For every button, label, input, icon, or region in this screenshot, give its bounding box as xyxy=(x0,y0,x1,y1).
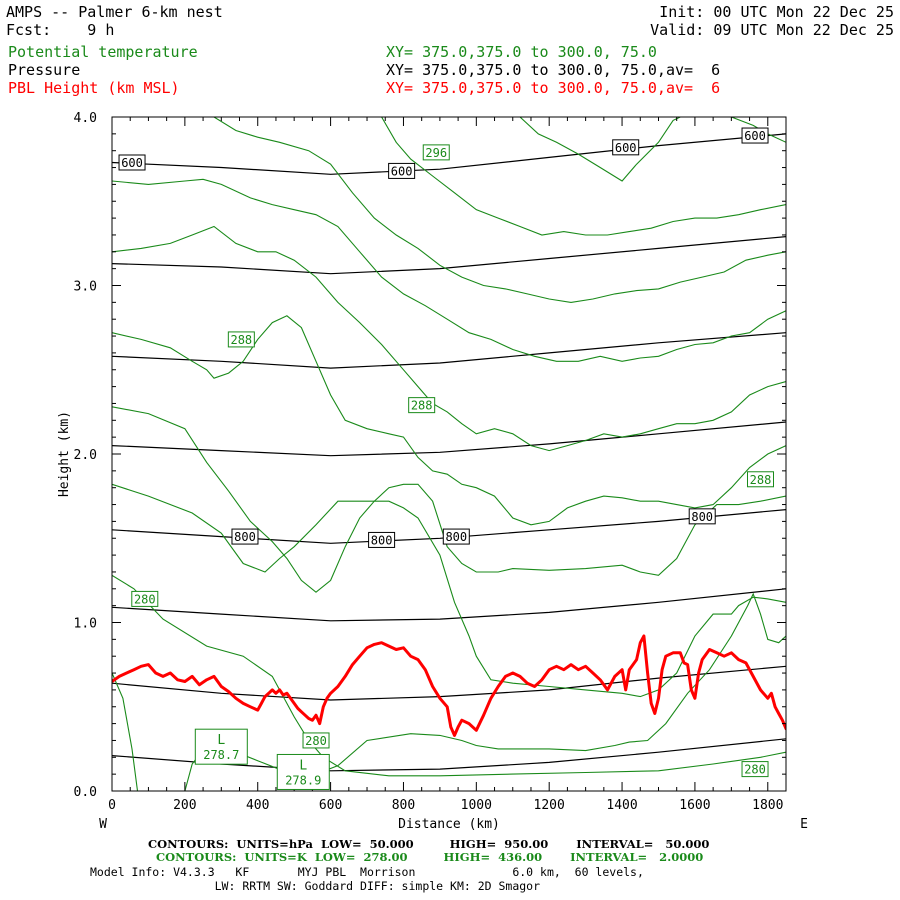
footer-physics-info: LW: RRTM SW: Goddard DIFF: simple KM: 2D… xyxy=(90,879,541,893)
field-theta-xy: XY= 375.0,375.0 to 300.0, 75.0 xyxy=(386,43,657,61)
svg-text:280: 280 xyxy=(305,734,327,748)
svg-text:280: 280 xyxy=(134,592,156,606)
y-tick-label: 0.0 xyxy=(74,785,97,800)
y-tick-label: 1.0 xyxy=(74,617,97,632)
svg-text:288: 288 xyxy=(411,399,433,413)
field-pressure-xy: XY= 375.0,375.0 to 300.0, 75.0,av= 6 xyxy=(386,61,721,79)
pressure-label: 800 xyxy=(368,531,396,548)
x-tick-label: 600 xyxy=(319,798,342,813)
svg-text:600: 600 xyxy=(391,164,413,178)
x-tick-label: 0 xyxy=(108,798,116,813)
svg-text:800: 800 xyxy=(445,530,467,544)
forecast-hour: Fcst: 9 h xyxy=(6,21,115,39)
pressure-contour-700 xyxy=(112,332,786,369)
theta-contour-282 xyxy=(112,672,139,791)
svg-text:800: 800 xyxy=(691,510,713,524)
footer-model-info: Model Info: V4.3.3 KF MYJ PBL Morrison 6… xyxy=(90,865,644,879)
field-theta-name: Potential temperature xyxy=(8,43,198,61)
svg-text:296: 296 xyxy=(425,146,447,160)
field-pbl-xy: XY= 375.0,375.0 to 300.0, 75.0,av= 6 xyxy=(386,79,721,97)
low-value: 278.7 xyxy=(203,748,239,762)
x-tick-label: 1000 xyxy=(461,798,492,813)
theta-contour-290 xyxy=(112,225,786,452)
pressure-contour-850 xyxy=(112,588,786,622)
theta-label: 288 xyxy=(227,331,255,348)
pressure-contour-650 xyxy=(112,236,786,275)
west-label: W xyxy=(99,817,107,832)
theta-contour-284 xyxy=(112,483,786,698)
theta-label: 280 xyxy=(741,761,769,778)
theta-contours xyxy=(112,117,786,791)
east-label: E xyxy=(800,817,808,832)
pressure-label: 800 xyxy=(442,528,470,545)
plot-frame xyxy=(111,116,787,792)
low-symbol: L xyxy=(217,733,225,748)
theta-label: 296 xyxy=(422,144,450,161)
svg-text:600: 600 xyxy=(121,156,143,170)
footer-theta-contours: CONTOURS: UNITS=K LOW= 278.00 HIGH= 436.… xyxy=(156,850,704,864)
theta-label: 280 xyxy=(302,732,330,749)
theta-contour-288 xyxy=(112,315,786,526)
theta-label: 288 xyxy=(408,397,436,414)
theta-label: 288 xyxy=(746,471,774,488)
theta-contour-296 xyxy=(381,117,786,236)
x-tick-label: 1200 xyxy=(534,798,565,813)
pressure-label: 800 xyxy=(231,528,259,545)
field-pressure-name: Pressure xyxy=(8,61,81,79)
svg-text:600: 600 xyxy=(744,129,766,143)
field-pbl-name: PBL Height (km MSL) xyxy=(8,79,180,97)
svg-text:800: 800 xyxy=(234,530,256,544)
svg-text:600: 600 xyxy=(615,141,637,155)
pbl-height-line xyxy=(112,634,786,737)
pressure-label: 800 xyxy=(688,508,716,525)
low-symbol: L xyxy=(299,758,307,773)
pressure-label: 600 xyxy=(118,154,146,171)
x-tick-label: 1600 xyxy=(679,798,710,813)
svg-text:288: 288 xyxy=(230,333,252,347)
pressure-contour-750 xyxy=(112,421,786,457)
contour-labels: 600 600 600 600 800 800 800 800 280 280 280 288 288 2… xyxy=(118,127,774,790)
init-time: Init: 00 UTC Mon 22 Dec 25 xyxy=(659,3,894,21)
theta-label: 280 xyxy=(131,590,159,607)
x-tick-label: 200 xyxy=(173,798,196,813)
pressure-label: 600 xyxy=(741,127,769,144)
chart-title: AMPS -- Palmer 6-km nest xyxy=(6,3,223,21)
svg-text:288: 288 xyxy=(750,473,772,487)
pressure-contour-600 xyxy=(112,133,786,175)
theta-contour-294 xyxy=(213,117,786,303)
theta-contour-292 xyxy=(112,178,786,362)
x-tick-label: 800 xyxy=(392,798,415,813)
y-tick-label: 4.0 xyxy=(74,111,97,126)
pressure-contour-800 xyxy=(112,509,786,544)
x-tick-label: 400 xyxy=(246,798,269,813)
x-tick-label: 1400 xyxy=(606,798,637,813)
footer-pressure-contours: CONTOURS: UNITS=hPa LOW= 50.000 HIGH= 95… xyxy=(148,837,710,851)
pressure-contour-900 xyxy=(112,665,786,701)
x-tick-label: 1800 xyxy=(752,798,783,813)
theta-contour-298 xyxy=(519,117,681,182)
svg-text:280: 280 xyxy=(744,763,766,777)
pressure-label: 600 xyxy=(388,162,416,179)
svg-text:800: 800 xyxy=(371,533,393,547)
y-tick-label: 3.0 xyxy=(74,280,97,295)
valid-time: Valid: 09 UTC Mon 22 Dec 25 xyxy=(650,21,894,39)
pressure-label: 600 xyxy=(612,139,640,156)
theta-contour-280 xyxy=(112,574,786,777)
x-axis-label: Distance (km) xyxy=(398,817,500,832)
axis-ticks: 0 200 400 600 800 1000 1200 1400 1600 1800 0.0 1.0 2… xyxy=(74,111,787,813)
y-axis-label: Height (km) xyxy=(57,411,72,497)
pbl-height-series xyxy=(112,634,786,737)
pressure-contours xyxy=(112,133,786,772)
y-tick-label: 2.0 xyxy=(74,448,97,463)
theta-contour-286 xyxy=(112,406,786,593)
low-value: 278.9 xyxy=(285,773,321,787)
